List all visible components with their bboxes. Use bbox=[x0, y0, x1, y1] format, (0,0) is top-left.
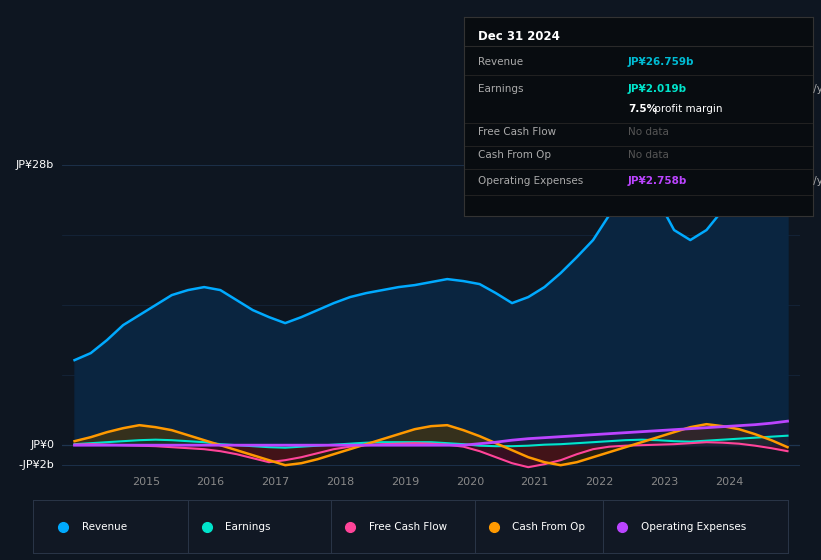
Text: Operating Expenses: Operating Expenses bbox=[641, 522, 746, 531]
Text: Earnings: Earnings bbox=[478, 84, 523, 94]
Text: /yr: /yr bbox=[810, 84, 821, 94]
Text: JP¥28b: JP¥28b bbox=[16, 160, 54, 170]
Text: 7.5%: 7.5% bbox=[628, 104, 657, 114]
Text: Cash From Op: Cash From Op bbox=[478, 150, 551, 160]
Text: JP¥0: JP¥0 bbox=[30, 440, 54, 450]
Text: Free Cash Flow: Free Cash Flow bbox=[369, 522, 447, 531]
Text: Free Cash Flow: Free Cash Flow bbox=[478, 127, 556, 137]
Text: Operating Expenses: Operating Expenses bbox=[478, 176, 583, 186]
Text: Revenue: Revenue bbox=[82, 522, 127, 531]
Text: Earnings: Earnings bbox=[226, 522, 271, 531]
Text: JP¥2.019b: JP¥2.019b bbox=[628, 84, 687, 94]
Text: /yr: /yr bbox=[810, 176, 821, 186]
Text: profit margin: profit margin bbox=[650, 104, 722, 114]
Text: No data: No data bbox=[628, 127, 669, 137]
Text: JP¥26.759b: JP¥26.759b bbox=[628, 57, 695, 67]
Text: Revenue: Revenue bbox=[478, 57, 523, 67]
Text: -JP¥2b: -JP¥2b bbox=[18, 460, 54, 470]
Text: Cash From Op: Cash From Op bbox=[512, 522, 585, 531]
Text: No data: No data bbox=[628, 150, 669, 160]
Text: JP¥2.758b: JP¥2.758b bbox=[628, 176, 687, 186]
Text: Dec 31 2024: Dec 31 2024 bbox=[478, 30, 560, 43]
